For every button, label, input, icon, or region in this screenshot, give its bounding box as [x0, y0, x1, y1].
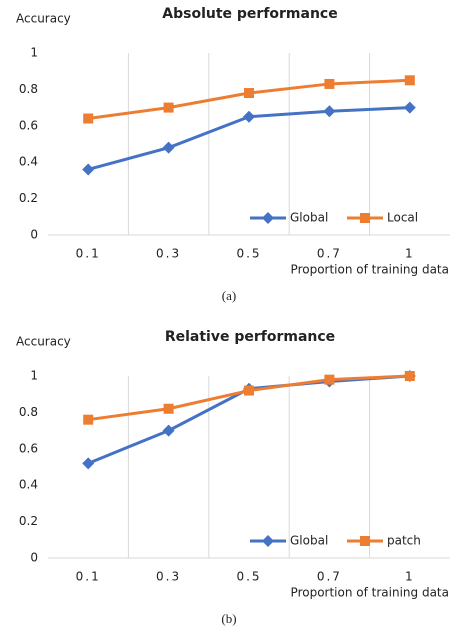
chart: Absolute performance Accuracy 0 0.2 0.4 0.6 0.…	[16, 6, 450, 303]
x-tick-label: 0.3	[156, 247, 181, 261]
x-axis-label: Proportion of training data	[291, 586, 449, 600]
x-tick-label: 1	[405, 247, 415, 261]
y-tick-label: 0.2	[19, 191, 38, 205]
marker	[82, 457, 95, 470]
y-tick-label: 1	[30, 46, 38, 60]
chart: Relative performance Accuracy 0 0.2 0.4 0.6 0.…	[16, 329, 450, 626]
marker	[262, 212, 274, 224]
y-tick-label: 0.6	[19, 441, 38, 455]
marker	[262, 535, 274, 547]
y-axis-label: Accuracy	[16, 12, 71, 26]
chart-title: Absolute performance	[162, 6, 337, 22]
marker	[244, 385, 254, 396]
marker	[162, 141, 175, 154]
caption: (b)	[221, 611, 236, 626]
marker	[403, 101, 416, 114]
caption: (a)	[222, 288, 236, 303]
x-tick-label: 0.5	[236, 570, 261, 584]
legend-label: Global	[290, 211, 328, 225]
x-tick-label: 0.5	[236, 247, 261, 261]
marker	[360, 536, 370, 546]
y-tick-label: 0.6	[19, 118, 38, 132]
marker	[244, 88, 254, 99]
y-tick-label: 0.8	[19, 405, 38, 419]
y-tick-label: 0.4	[19, 155, 38, 169]
y-tick-label: 0	[30, 551, 38, 565]
y-tick-label: 0	[30, 228, 38, 242]
y-axis-label: Accuracy	[16, 335, 71, 349]
y-tick-label: 0.2	[19, 514, 38, 528]
series-line	[87, 374, 410, 422]
legend-label: Global	[290, 534, 328, 548]
marker	[243, 110, 255, 123]
x-tick-label: 1	[405, 570, 415, 584]
marker	[324, 374, 335, 385]
marker	[404, 371, 415, 381]
y-tick-label: 1	[30, 369, 38, 383]
x-tick-label: 0.1	[76, 570, 101, 584]
marker	[163, 403, 174, 414]
y-tick-label: 0.4	[19, 478, 38, 492]
legend-label: Local	[387, 211, 418, 225]
x-tick-label: 0.7	[317, 570, 342, 584]
x-tick-label: 0.3	[156, 570, 181, 584]
legend-label: patch	[387, 534, 421, 548]
marker	[324, 78, 335, 89]
marker	[83, 113, 94, 124]
chart-title: Relative performance	[165, 329, 335, 345]
x-tick-label: 0.1	[76, 247, 101, 261]
marker	[163, 102, 174, 113]
marker	[162, 424, 175, 437]
y-tick-label: 0.8	[19, 82, 38, 96]
x-axis-label: Proportion of training data	[291, 263, 449, 277]
marker	[323, 105, 336, 118]
marker	[83, 414, 94, 425]
marker	[82, 163, 95, 176]
marker	[404, 75, 415, 86]
marker	[360, 213, 370, 223]
x-tick-label: 0.7	[317, 247, 342, 261]
